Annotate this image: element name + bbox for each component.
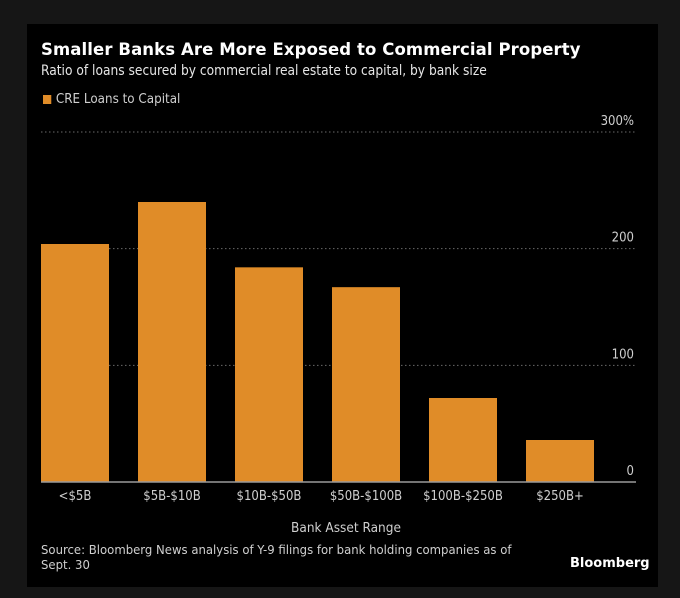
- bar-chart: 0 100 200 300% <$5B $5B-$10B $10B-$50B $50B-$10…: [41, 114, 636, 536]
- x-tick-label: $250B+: [536, 489, 584, 504]
- y-tick-label: 0: [627, 464, 634, 479]
- x-tick-label: $100B-$250B: [423, 489, 503, 504]
- x-tick-label: $5B-$10B: [143, 489, 200, 504]
- bar: [138, 202, 206, 482]
- source-note: Source: Bloomberg News analysis of Y-9 f…: [41, 543, 512, 572]
- x-tick-label: $50B-$100B: [330, 489, 402, 504]
- bar: [41, 244, 109, 482]
- bar: [526, 440, 594, 482]
- y-tick-label: 200: [612, 231, 634, 246]
- x-tick-label: <$5B: [59, 489, 92, 504]
- bar: [235, 267, 303, 482]
- chart-title: Smaller Banks Are More Exposed to Commer…: [41, 40, 581, 59]
- x-tick-label: $10B-$50B: [237, 489, 302, 504]
- bloomberg-logo: Bloomberg: [570, 556, 650, 571]
- bar: [332, 287, 400, 482]
- legend-swatch: [43, 95, 52, 104]
- legend: CRE Loans to Capital: [43, 92, 180, 107]
- tick-labels: 0 100 200 300% <$5B $5B-$10B $10B-$50B $50B-$10…: [59, 114, 634, 536]
- y-tick-label: 300%: [601, 114, 634, 129]
- bars: [41, 202, 594, 482]
- x-axis-title: Bank Asset Range: [291, 520, 401, 536]
- legend-label: CRE Loans to Capital: [55, 92, 181, 107]
- chart-subtitle: Ratio of loans secured by commercial rea…: [41, 63, 487, 79]
- chart-panel: Smaller Banks Are More Exposed to Commer…: [27, 24, 658, 587]
- y-tick-label: 100: [612, 347, 634, 362]
- bar: [429, 398, 497, 482]
